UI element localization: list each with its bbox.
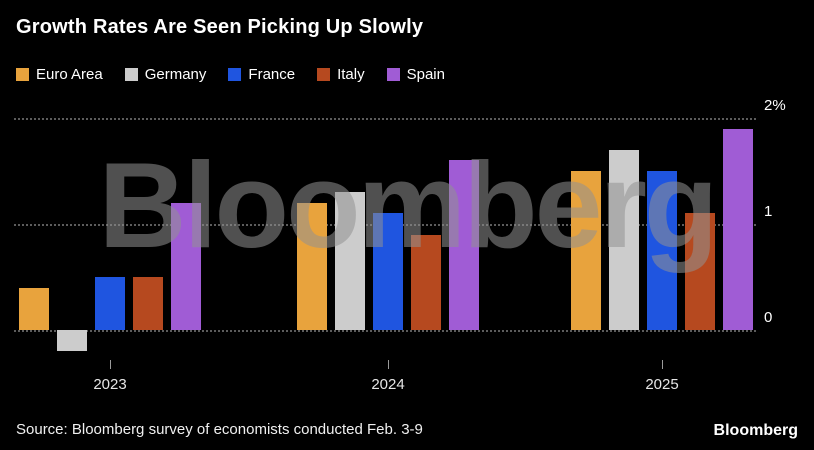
source-note: Source: Bloomberg survey of economists c…: [16, 421, 423, 438]
bloomberg-logo: Bloomberg: [713, 422, 798, 439]
legend-item-spain: Spain: [386, 66, 445, 83]
legend-swatch: [317, 68, 331, 81]
x-axis-tick: [662, 360, 663, 369]
gridline: [14, 118, 756, 120]
bar-euro-area-2025: [571, 171, 601, 330]
bar-spain-2024: [449, 160, 479, 330]
x-axis-tick: [110, 360, 111, 369]
bar-italy-2023: [133, 277, 163, 330]
legend: Euro Area Germany France Italy Spain: [16, 66, 445, 83]
legend-swatch: [228, 68, 242, 81]
legend-item-france: France: [228, 66, 295, 83]
legend-label: Spain: [406, 66, 445, 83]
bar-euro-area-2024: [297, 202, 327, 330]
legend-label: Italy: [337, 66, 365, 83]
x-axis-tick: [388, 360, 389, 369]
bar-france-2023: [95, 277, 125, 330]
bar-france-2025: [647, 171, 677, 330]
bar-spain-2023: [171, 202, 201, 330]
legend-swatch: [124, 68, 138, 81]
gridline: [14, 330, 756, 332]
bar-germany-2025: [609, 149, 639, 330]
y-axis-tick-label: 1: [764, 203, 773, 220]
bar-italy-2024: [411, 234, 441, 330]
y-axis-tick-label: 2%: [764, 97, 786, 114]
bar-spain-2025: [723, 128, 753, 330]
legend-label: Euro Area: [36, 66, 103, 83]
legend-swatch: [16, 68, 29, 81]
legend-item-euro-area: Euro Area: [16, 66, 103, 83]
bar-germany-2024: [335, 192, 365, 330]
bar-euro-area-2023: [19, 287, 49, 330]
bar-france-2024: [373, 213, 403, 330]
legend-item-germany: Germany: [124, 66, 207, 83]
bar-italy-2025: [685, 213, 715, 330]
legend-label: Germany: [144, 66, 207, 83]
y-axis-tick-label: 0: [764, 309, 773, 326]
chart-title: Growth Rates Are Seen Picking Up Slowly: [16, 16, 424, 38]
legend-swatch: [386, 68, 400, 81]
bar-germany-2023: [57, 330, 87, 352]
x-axis-label: 2023: [93, 376, 127, 393]
x-axis-label: 2024: [371, 376, 405, 393]
legend-label: France: [248, 66, 296, 83]
x-axis-label: 2025: [645, 376, 679, 393]
legend-item-italy: Italy: [317, 66, 365, 83]
